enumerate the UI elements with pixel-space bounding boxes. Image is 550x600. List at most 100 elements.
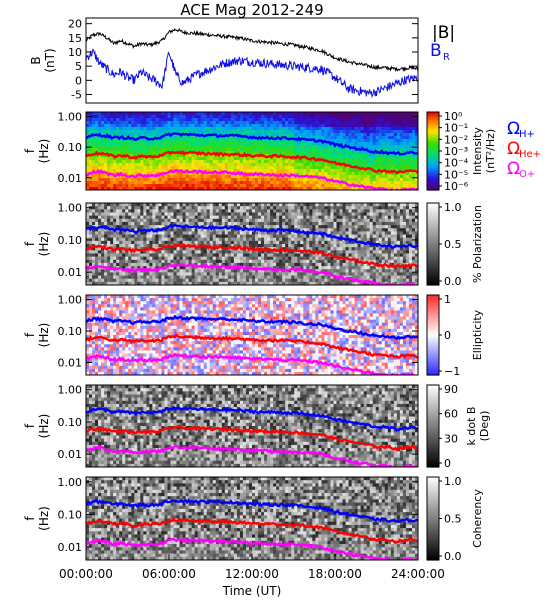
heatmap-cell: [116, 133, 120, 137]
heatmap-cell: [215, 184, 220, 188]
heatmap-cell: [113, 203, 117, 207]
heatmap-cell: [303, 169, 307, 173]
heatmap-cell: [239, 142, 244, 146]
heatmap-cell: [158, 240, 163, 245]
heatmap-cell: [182, 127, 187, 131]
heatmap-cell: [149, 181, 153, 185]
heatmap-cell: [393, 112, 398, 116]
heatmap-cell: [327, 175, 332, 179]
heatmap-cell: [405, 148, 410, 152]
heatmap-cell: [315, 160, 319, 164]
heatmap-cell: [116, 218, 120, 223]
heatmap-cell: [116, 118, 120, 122]
heatmap-cell: [95, 262, 99, 267]
heatmap-cell: [89, 218, 93, 223]
heatmap-cell: [411, 130, 416, 134]
heatmap-cell: [306, 262, 310, 267]
heatmap-cell: [321, 148, 326, 152]
heatmap-cell: [270, 160, 274, 164]
heatmap-cell: [248, 237, 253, 242]
heatmap-cell: [381, 172, 386, 176]
heatmap-cell: [245, 124, 250, 128]
heatmap-cell: [134, 256, 138, 261]
heatmap-cell: [185, 221, 190, 226]
heatmap-cell: [200, 203, 205, 207]
heatmap-cell: [321, 124, 326, 128]
heatmap-cell: [303, 221, 307, 226]
heatmap-cell: [333, 130, 338, 134]
heatmap-cell: [291, 278, 295, 283]
heatmap-cell: [89, 166, 93, 170]
heatmap-cell: [194, 218, 199, 223]
heatmap-cell: [137, 130, 141, 134]
heatmap-cell: [197, 206, 202, 210]
heatmap-cell: [92, 272, 96, 277]
heatmap-cell: [239, 169, 244, 173]
heatmap-cell: [176, 234, 181, 239]
heatmap-cell: [122, 253, 126, 258]
heatmap-cell: [131, 218, 135, 223]
heatmap-cell: [122, 218, 126, 223]
heatmap-cell: [270, 212, 274, 217]
heatmap-cell: [233, 240, 238, 245]
heatmap-cell: [264, 209, 268, 214]
heatmap-cell: [252, 127, 256, 131]
colorbar-segment: [427, 162, 439, 166]
heatmap-cell: [321, 133, 326, 137]
heatmap-cell: [137, 272, 141, 277]
heatmap-cell: [206, 256, 211, 261]
heatmap-cell: [113, 124, 117, 128]
heatmap-cell: [306, 244, 310, 248]
heatmap-cell: [396, 166, 401, 170]
heatmap-cell: [366, 169, 371, 173]
heatmap-cell: [236, 175, 241, 179]
heatmap-cell: [393, 163, 398, 167]
heatmap-cell: [291, 231, 295, 236]
heatmap-cell: [312, 118, 316, 122]
heatmap-cell: [303, 142, 307, 146]
heatmap-cell: [258, 166, 262, 170]
heatmap-cell: [161, 118, 166, 122]
heatmap-cell: [294, 169, 298, 173]
heatmap-cell: [300, 139, 304, 143]
heatmap-cell: [194, 250, 199, 255]
heatmap-cell: [221, 228, 226, 232]
heatmap-cell: [167, 221, 172, 226]
heatmap-cell: [261, 166, 265, 170]
heatmap-cell: [405, 112, 410, 116]
heatmap-cell: [282, 148, 286, 152]
heatmap-cell: [122, 127, 126, 131]
heatmap-cell: [167, 240, 172, 245]
heatmap-cell: [134, 187, 138, 190]
heatmap-cell: [167, 112, 172, 116]
heatmap-cell: [89, 136, 93, 140]
heatmap-cell: [170, 206, 175, 210]
heatmap-cell: [89, 215, 93, 220]
heatmap-cell: [146, 231, 150, 236]
heatmap-cell: [194, 240, 199, 245]
heatmap-cell: [197, 115, 202, 119]
heatmap-cell: [125, 139, 129, 143]
heatmap-cell: [170, 250, 175, 255]
heatmap-cell: [158, 203, 163, 207]
heatmap-cell: [209, 178, 214, 182]
heatmap-cell: [363, 172, 368, 176]
heatmap-cell: [230, 124, 235, 128]
heatmap-cell: [312, 215, 316, 220]
heatmap-cell: [245, 169, 250, 173]
colorbar-label-unit: (nT²/Hz): [484, 129, 497, 173]
heatmap-cell: [167, 118, 172, 122]
heatmap-cell: [315, 163, 319, 167]
heatmap-cell: [252, 184, 256, 188]
heatmap-cell: [107, 166, 111, 170]
heatmap-cell: [161, 187, 166, 190]
heatmap-cell: [128, 187, 132, 190]
heatmap-cell: [405, 145, 410, 149]
heatmap-cell: [113, 272, 117, 277]
heatmap-cell: [378, 166, 383, 170]
heatmap-cell: [203, 142, 208, 146]
heatmap-cell: [95, 237, 99, 242]
heatmap-cell: [366, 178, 371, 182]
heatmap-cell: [206, 228, 211, 232]
heatmap-cell: [333, 169, 338, 173]
